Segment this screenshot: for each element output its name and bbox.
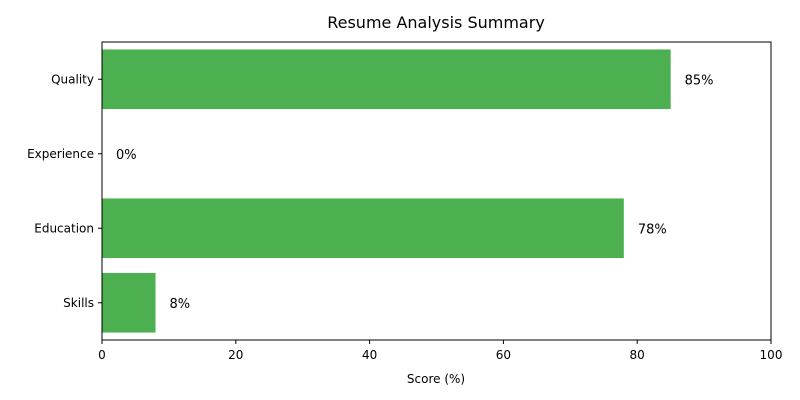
bar-skills (102, 272, 156, 333)
x-tick-label: 40 (362, 348, 377, 362)
y-tick-label-skills: Skills (63, 296, 94, 310)
x-tick-label: 60 (496, 348, 511, 362)
bars-group (102, 49, 671, 333)
bar-education (102, 198, 624, 259)
y-axis: Skills Education Experience Quality (27, 72, 102, 310)
y-tick-label-education: Education (34, 221, 94, 235)
data-label-education: 78% (638, 222, 667, 237)
data-labels-group: 8% 78% 0% 85% (116, 73, 714, 312)
x-tick-label: 100 (760, 348, 783, 362)
y-tick-label-quality: Quality (51, 72, 94, 86)
x-tick-label: 80 (630, 348, 645, 362)
bar-quality (102, 49, 671, 110)
x-axis: 0 20 40 60 80 100 (98, 340, 782, 362)
plot-frame (101, 41, 772, 341)
data-label-skills: 8% (170, 297, 191, 312)
x-tick-label: 0 (98, 348, 106, 362)
x-tick-label: 20 (228, 348, 243, 362)
data-label-quality: 85% (685, 73, 714, 88)
y-tick-label-experience: Experience (27, 147, 94, 161)
data-label-experience: 0% (116, 148, 137, 163)
x-axis-label: Score (%) (407, 372, 465, 386)
chart-title: Resume Analysis Summary (327, 13, 545, 32)
